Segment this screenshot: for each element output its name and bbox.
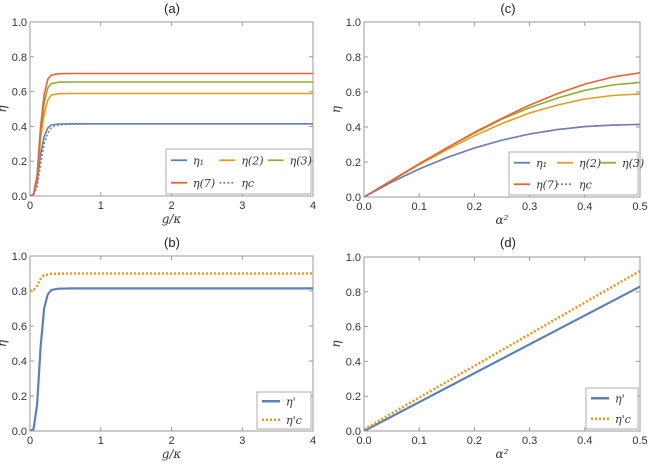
legend-label: η(7) <box>536 178 558 191</box>
x-tick-label: 1 <box>98 435 104 447</box>
y-tick-label: 0.6 <box>12 87 27 99</box>
y-tick-label: 0.2 <box>12 156 27 168</box>
y-tick-label: 0.4 <box>12 356 27 368</box>
y-axis-label: η <box>329 105 343 113</box>
panel-title: (d) <box>500 235 516 250</box>
y-tick-label: 0.6 <box>346 322 361 334</box>
y-axis-label: η <box>0 105 9 113</box>
legend-label: η' <box>615 392 625 405</box>
series-line <box>30 72 313 196</box>
panel-b: (b) 0 1 2 3 4 0.0 0.2 0.4 0.6 0.8 1.0 g/κ η η' η'c <box>0 235 316 461</box>
panel-a: (a) 0 1 2 3 4 0.0 0.2 0.4 0.6 0.8 1.0 g/κ η η₁ η(2) η(3)… <box>0 1 316 226</box>
legend-label: η(7) <box>193 177 215 190</box>
x-tick-label: 0.0 <box>356 201 371 213</box>
legend-label: η₁ <box>536 157 547 170</box>
legend-label: η'c <box>286 414 302 427</box>
x-tick-label: 3 <box>239 200 245 212</box>
x-tick-label: 0.1 <box>412 435 427 447</box>
y-tick-label: 0.0 <box>346 426 361 438</box>
x-tick-label: 0 <box>27 200 33 212</box>
y-tick-label: 0.0 <box>12 426 27 438</box>
x-tick-label: 0.5 <box>632 435 647 447</box>
plot-frame <box>363 256 641 432</box>
series-line <box>364 285 640 431</box>
legend-label: η(2) <box>241 154 263 167</box>
y-tick-label: 0.2 <box>346 157 361 169</box>
panel-title: (b) <box>164 235 180 250</box>
y-tick-label: 0.4 <box>346 122 361 134</box>
y-tick-label: 0.2 <box>346 391 361 403</box>
legend-box <box>165 148 312 195</box>
legend: η₁ η(2) η(3) η(7) ηc <box>508 151 644 196</box>
legend-label: η(3) <box>290 154 312 167</box>
x-tick-label: 0.3 <box>522 435 537 447</box>
legend-label: η'c <box>615 413 631 426</box>
x-tick-label: 0.2 <box>467 435 482 447</box>
series-line <box>30 123 313 196</box>
legend-label: η' <box>286 395 296 408</box>
y-axis-label: η <box>0 339 9 347</box>
y-tick-label: 0.2 <box>12 391 27 403</box>
x-tick-label: 2 <box>168 200 174 212</box>
plot-frame <box>363 21 641 198</box>
legend-label: ηc <box>579 178 592 191</box>
x-tick-label: 0.0 <box>356 435 371 447</box>
y-tick-label: 0.8 <box>346 52 361 64</box>
y-tick-label: 1.0 <box>12 17 27 29</box>
y-tick-label: 1.0 <box>346 17 361 29</box>
series-line <box>364 269 640 431</box>
y-tick-label: 1.0 <box>346 252 361 264</box>
legend: η₁ η(2) η(3) η(7) ηc <box>165 148 312 195</box>
x-tick-label: 1 <box>98 200 104 212</box>
y-tick-label: 0.0 <box>12 191 27 203</box>
panel-title: (a) <box>164 1 180 16</box>
x-tick-label: 4 <box>310 200 316 212</box>
y-tick-label: 0.8 <box>346 287 361 299</box>
legend-box <box>585 387 639 430</box>
panel-c: (c) 0.0 0.1 0.2 0.3 0.4 0.5 0.0 0.2 0.4 0.6 0.8 1.0 α… <box>329 1 648 227</box>
series-line <box>30 287 313 431</box>
y-axis-label: η <box>329 340 343 348</box>
x-tick-label: 0.2 <box>467 201 482 213</box>
x-axis-label: g/κ <box>162 447 182 461</box>
y-tick-label: 0.6 <box>12 321 27 333</box>
y-tick-label: 0.8 <box>12 52 27 64</box>
x-axis-label: g/κ <box>162 212 182 226</box>
x-tick-label: 0.4 <box>577 201 592 213</box>
y-tick-label: 0.6 <box>346 87 361 99</box>
x-axis-label: α² <box>496 447 509 461</box>
x-tick-label: 0.4 <box>577 435 592 447</box>
y-tick-label: 0.4 <box>12 121 27 133</box>
legend-label: η₁ <box>193 154 204 167</box>
x-tick-label: 4 <box>310 435 316 447</box>
series-line <box>364 123 640 197</box>
y-tick-label: 0.8 <box>12 286 27 298</box>
legend-label: η(3) <box>622 157 644 170</box>
y-tick-label: 0.0 <box>346 192 361 204</box>
legend-label: η(2) <box>579 157 601 170</box>
x-tick-label: 0.3 <box>522 201 537 213</box>
y-tick-label: 0.4 <box>346 356 361 368</box>
legend: η' η'c <box>585 387 639 430</box>
series-line <box>30 272 313 293</box>
legend: η' η'c <box>256 391 312 430</box>
x-tick-label: 0 <box>27 435 33 447</box>
legend-label: ηc <box>241 177 254 190</box>
x-axis-label: α² <box>496 213 509 227</box>
panel-title: (c) <box>500 1 515 16</box>
legend-box <box>508 151 639 196</box>
panel-d: (d) 0.0 0.1 0.2 0.3 0.4 0.5 0.0 0.2 0.4 0.6 0.8 1.0 α… <box>329 235 648 461</box>
x-tick-label: 2 <box>168 435 174 447</box>
x-tick-label: 3 <box>239 435 245 447</box>
legend-box <box>256 391 312 430</box>
x-tick-label: 0.1 <box>412 201 427 213</box>
series-line <box>364 72 640 197</box>
x-tick-label: 0.5 <box>632 201 647 213</box>
y-tick-label: 1.0 <box>12 251 27 263</box>
